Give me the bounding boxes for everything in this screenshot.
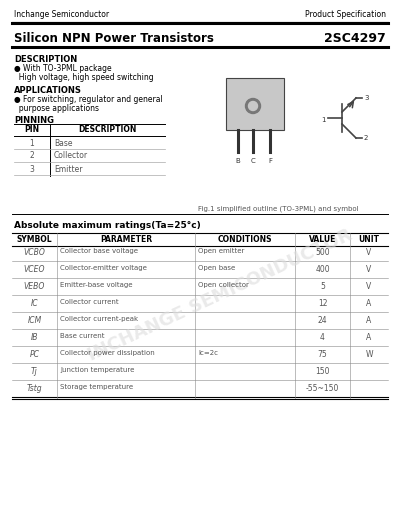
Text: 75: 75 xyxy=(318,350,327,359)
Text: Silicon NPN Power Transistors: Silicon NPN Power Transistors xyxy=(14,32,214,45)
Text: V: V xyxy=(366,265,372,274)
Text: F: F xyxy=(268,158,272,164)
Text: Fig.1 simplified outline (TO-3PML) and symbol: Fig.1 simplified outline (TO-3PML) and s… xyxy=(198,205,359,211)
Text: Open collector: Open collector xyxy=(198,282,249,288)
Text: ● With TO-3PML package: ● With TO-3PML package xyxy=(14,64,112,73)
Text: IB: IB xyxy=(31,333,38,342)
Text: INCHANGE SEMICONDUCTOR: INCHANGE SEMICONDUCTOR xyxy=(85,226,355,364)
Text: VALUE: VALUE xyxy=(309,235,336,243)
Text: Base current: Base current xyxy=(60,333,104,339)
Text: 1: 1 xyxy=(30,138,34,148)
Text: -55~150: -55~150 xyxy=(306,384,339,393)
Text: 2: 2 xyxy=(364,135,368,141)
Text: Junction temperature: Junction temperature xyxy=(60,367,134,373)
Text: 24: 24 xyxy=(318,316,327,325)
Text: Absolute maximum ratings(Ta=25°c): Absolute maximum ratings(Ta=25°c) xyxy=(14,221,201,230)
Text: SYMBOL: SYMBOL xyxy=(17,235,52,243)
Text: Open emitter: Open emitter xyxy=(198,248,244,254)
Text: APPLICATIONS: APPLICATIONS xyxy=(14,86,82,95)
Text: A: A xyxy=(366,299,372,308)
Text: purpose applications: purpose applications xyxy=(14,104,99,113)
Text: Open base: Open base xyxy=(198,265,235,271)
Text: DESCRIPTION: DESCRIPTION xyxy=(78,125,137,135)
Text: Product Specification: Product Specification xyxy=(305,10,386,19)
Text: PIN: PIN xyxy=(24,125,40,135)
Text: Ic=2c: Ic=2c xyxy=(198,350,218,356)
Text: ICM: ICM xyxy=(27,316,42,325)
Text: 3: 3 xyxy=(30,165,34,174)
Text: 400: 400 xyxy=(315,265,330,274)
Text: W: W xyxy=(365,350,373,359)
Text: Emitter-base voltage: Emitter-base voltage xyxy=(60,282,132,288)
Text: VCBO: VCBO xyxy=(24,248,46,257)
Text: UNIT: UNIT xyxy=(358,235,380,243)
Text: 2: 2 xyxy=(30,151,34,161)
Text: PINNING: PINNING xyxy=(14,116,54,125)
Text: 500: 500 xyxy=(315,248,330,257)
Text: DESCRIPTION: DESCRIPTION xyxy=(14,55,77,64)
Text: Emitter: Emitter xyxy=(54,165,82,174)
Text: 2SC4297: 2SC4297 xyxy=(324,32,386,45)
Text: 1: 1 xyxy=(322,117,326,123)
Circle shape xyxy=(246,98,260,113)
Text: B: B xyxy=(236,158,240,164)
Text: Tstg: Tstg xyxy=(27,384,42,393)
Text: VEBO: VEBO xyxy=(24,282,45,291)
Text: IC: IC xyxy=(31,299,38,308)
Text: C: C xyxy=(251,158,255,164)
Text: 12: 12 xyxy=(318,299,327,308)
Text: V: V xyxy=(366,282,372,291)
Text: Base: Base xyxy=(54,138,72,148)
Text: CONDITIONS: CONDITIONS xyxy=(218,235,272,243)
Text: ● For switching, regulator and general: ● For switching, regulator and general xyxy=(14,95,163,104)
Text: 4: 4 xyxy=(320,333,325,342)
Text: Collector base voltage: Collector base voltage xyxy=(60,248,138,254)
Text: 150: 150 xyxy=(315,367,330,376)
Text: 3: 3 xyxy=(364,95,368,101)
Text: Inchange Semiconductor: Inchange Semiconductor xyxy=(14,10,109,19)
Text: PC: PC xyxy=(30,350,40,359)
Circle shape xyxy=(248,102,258,110)
Text: Collector-emitter voltage: Collector-emitter voltage xyxy=(60,265,147,271)
Text: PARAMETER: PARAMETER xyxy=(100,235,152,243)
Text: High voltage, high speed switching: High voltage, high speed switching xyxy=(14,73,154,82)
Text: Collector current-peak: Collector current-peak xyxy=(60,316,138,322)
Text: Collector: Collector xyxy=(54,151,88,161)
Text: 5: 5 xyxy=(320,282,325,291)
Text: A: A xyxy=(366,316,372,325)
Text: V: V xyxy=(366,248,372,257)
Bar xyxy=(226,78,284,130)
Text: Storage temperature: Storage temperature xyxy=(60,384,133,390)
Text: Tj: Tj xyxy=(31,367,38,376)
Text: A: A xyxy=(366,333,372,342)
Text: Collector power dissipation: Collector power dissipation xyxy=(60,350,155,356)
Text: Collector current: Collector current xyxy=(60,299,119,305)
Text: VCEO: VCEO xyxy=(24,265,45,274)
